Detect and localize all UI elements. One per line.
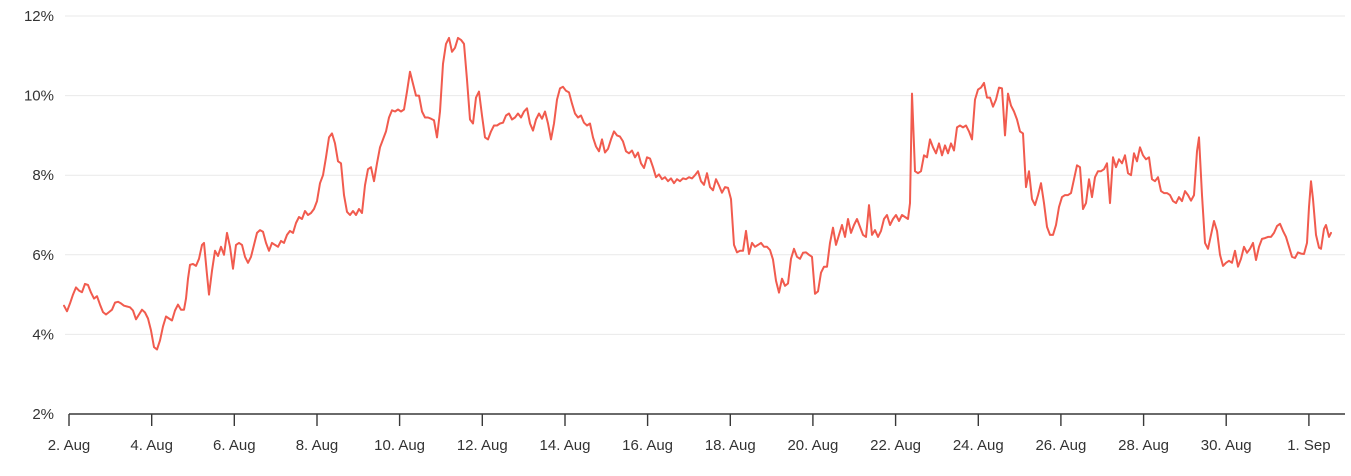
gridlines-group <box>65 15 1345 335</box>
x-axis-label: 30. Aug <box>1201 437 1252 454</box>
x-axis-label: 20. Aug <box>787 437 838 454</box>
y-axis-label: 8% <box>32 167 54 184</box>
x-axis-group <box>68 413 1345 426</box>
x-axis-label: 18. Aug <box>705 437 756 454</box>
y-axis-labels-group: 12% 10% 8% 6% 4% 2% <box>24 8 54 423</box>
y-axis-label: 12% <box>24 8 54 25</box>
x-axis-label: 6. Aug <box>213 437 256 454</box>
y-axis-label: 2% <box>32 406 54 423</box>
x-axis-label: 24. Aug <box>953 437 1004 454</box>
x-axis-label: 4. Aug <box>130 437 173 454</box>
x-axis-label: 1. Sep <box>1287 437 1330 454</box>
x-axis-labels-group: 2. Aug 4. Aug 6. Aug 8. Aug 10. Aug 12. Aug 14… <box>48 437 1331 454</box>
x-axis-label: 2. Aug <box>48 437 91 454</box>
y-axis-label: 10% <box>24 88 54 105</box>
x-axis-label: 12. Aug <box>457 437 508 454</box>
x-axis-label: 28. Aug <box>1118 437 1169 454</box>
x-axis-label: 26. Aug <box>1035 437 1086 454</box>
x-axis-label: 14. Aug <box>540 437 591 454</box>
x-axis-label: 10. Aug <box>374 437 425 454</box>
series-line[interactable] <box>63 36 1332 351</box>
x-axis-label: 16. Aug <box>622 437 673 454</box>
y-axis-label: 4% <box>32 326 54 343</box>
x-axis-label: 8. Aug <box>296 437 339 454</box>
y-axis-label: 6% <box>32 247 54 264</box>
x-axis-label: 22. Aug <box>870 437 921 454</box>
series-group <box>63 36 1332 351</box>
